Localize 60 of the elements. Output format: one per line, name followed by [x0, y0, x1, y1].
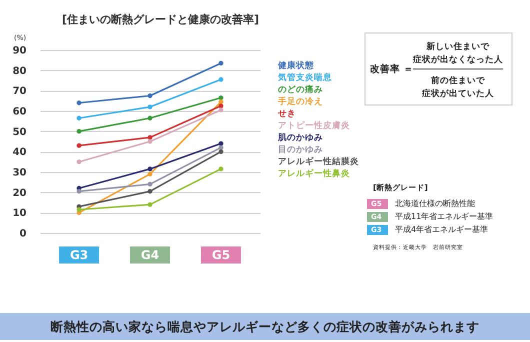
point — [76, 207, 82, 212]
point — [218, 145, 224, 150]
text: アレルギー性鼻炎 — [278, 168, 351, 179]
x-tick-label: G4 — [140, 248, 160, 262]
y-tick-label: 40 — [12, 147, 27, 158]
text: 改善率 ＝ — [370, 63, 414, 75]
text: アトピー性皮膚炎 — [278, 120, 351, 131]
point — [218, 166, 224, 172]
point — [148, 116, 152, 120]
text: のどの痛み — [278, 84, 323, 95]
point — [218, 141, 224, 146]
y-tick-label: 80 — [12, 66, 27, 77]
point — [148, 104, 152, 110]
point — [218, 100, 224, 104]
point — [148, 139, 152, 144]
text: 気管支炎喘息 — [277, 72, 333, 83]
point — [218, 104, 224, 108]
text: 健康状態 — [277, 60, 315, 71]
point — [76, 188, 82, 194]
text: 症状が出ていた人 — [421, 88, 495, 99]
y-tick-label: 50 — [12, 126, 27, 138]
y-tick-label: 0 — [20, 228, 27, 240]
text: 平成11年省エネルギー基準 — [395, 212, 494, 221]
y-tick-label: 10 — [12, 208, 27, 220]
x-tick-label: G3 — [70, 248, 88, 262]
x-tick-label: G5 — [212, 248, 230, 262]
point — [218, 77, 224, 82]
y-tick-label: 30 — [12, 168, 27, 178]
point — [76, 116, 82, 120]
point — [148, 182, 152, 187]
text: アレルギー性結膜炎 — [278, 156, 360, 167]
point — [148, 188, 152, 194]
text: 平成4年省エネルギー基準 — [395, 225, 488, 234]
point — [148, 172, 152, 176]
point — [218, 95, 224, 100]
text: 肌のかゆみ — [277, 132, 323, 143]
text: 新しい住まいで — [426, 41, 490, 52]
text: 手足の冷え — [277, 96, 323, 107]
text: 断熱性の高い家なら喘息やアレルギーなど多くの症状の改善がみられます — [50, 319, 480, 334]
point — [148, 202, 152, 207]
text: 北海道仕様の断熱性能 — [395, 199, 475, 208]
point — [76, 159, 82, 164]
y-tick-label: 70 — [12, 86, 27, 98]
text: 目のかゆみ — [278, 145, 323, 155]
point — [76, 100, 82, 106]
point — [148, 93, 152, 98]
point — [76, 128, 82, 134]
point — [218, 149, 224, 154]
y-tick-label: 90 — [12, 46, 27, 56]
point — [148, 166, 152, 172]
y-tick-label: 20 — [12, 188, 27, 199]
point — [76, 143, 82, 148]
point — [148, 135, 152, 140]
chart-title: [住まいの断熱グレードと健康の改善率] — [62, 13, 260, 26]
text: せき — [277, 109, 296, 119]
text: 症状が出なくなった人 — [412, 54, 504, 65]
point — [218, 108, 224, 112]
point — [218, 60, 224, 66]
y-tick-label: 60 — [12, 106, 27, 118]
text: 前の住まいで — [430, 75, 486, 86]
